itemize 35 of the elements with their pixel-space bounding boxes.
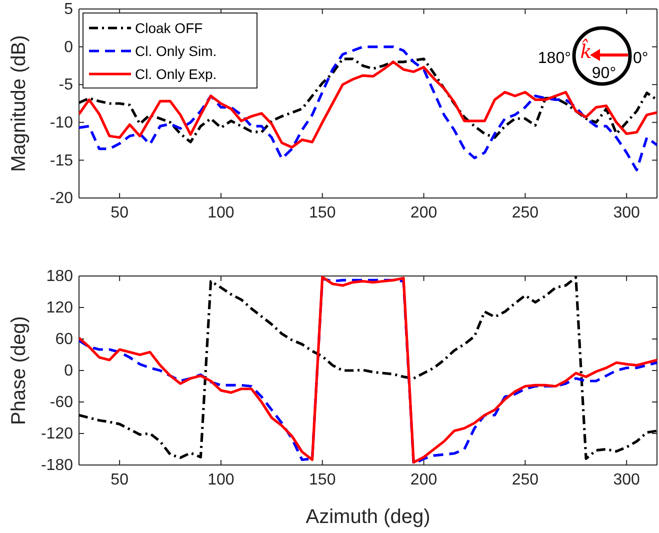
annotation: 0° [633,50,648,67]
x-tick-label: 250 [512,204,539,222]
y-tick-label: 120 [46,300,74,317]
x-tick-label: 300 [613,204,640,222]
y-tick-label: 5 [64,1,74,18]
x-tick-label: 200 [410,204,438,222]
x-tick-label: 100 [208,471,234,488]
y-tick-label: -5 [58,76,74,94]
y-tick-label: -15 [50,152,74,170]
x-tick-label: 50 [110,471,129,488]
annotation: 180° [538,50,571,67]
y-tick-label: -180 [40,457,74,474]
legend-label: Cl. Only Exp. [135,66,217,82]
y-tick-label: -60 [50,394,74,412]
y-tick-label: -20 [50,190,74,208]
y-tick-label: 0 [64,38,74,56]
x-tick-label: 150 [309,471,336,488]
x-tick-label: 100 [208,204,234,222]
annotation: 90° [592,65,616,82]
legend-label: Cl. Only Sim. [135,43,217,59]
y-tick-label: 60 [55,331,74,348]
y-tick-label: -10 [50,114,74,132]
x-tick-label: 50 [110,204,129,222]
x-tick-label: 250 [512,471,539,488]
x-axis-title: Azimuth (deg) [306,506,430,528]
y-tick-label: 180 [46,268,74,286]
y-tick-label: -120 [40,426,74,443]
y-axis-title: Phase (deg) [8,316,30,425]
x-tick-label: 300 [613,471,640,488]
x-tick-label: 150 [309,204,336,222]
y-tick-label: 0 [64,362,74,380]
legend-label: Cloak OFF [135,20,203,36]
x-tick-label: 200 [410,471,438,488]
annotation: k̂ [580,38,592,63]
y-axis-title: Magnitude (dB) [8,35,30,172]
